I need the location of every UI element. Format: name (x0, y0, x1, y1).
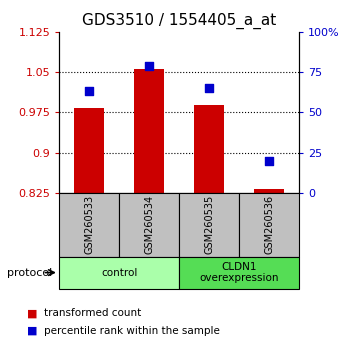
Text: percentile rank within the sample: percentile rank within the sample (44, 326, 220, 336)
Text: GSM260534: GSM260534 (144, 195, 154, 255)
Text: control: control (101, 268, 138, 278)
Bar (180, 257, 299, 289)
Text: GSM260535: GSM260535 (204, 195, 214, 255)
Bar (74, 108, 104, 193)
Bar (194, 105, 224, 193)
Bar (119, 193, 180, 257)
Bar (134, 69, 164, 193)
Bar (180, 193, 239, 257)
Text: transformed count: transformed count (44, 308, 141, 318)
Point (147, 63, 152, 69)
Text: CLDN1
overexpression: CLDN1 overexpression (200, 262, 279, 284)
Bar (59, 193, 119, 257)
Title: GDS3510 / 1554405_a_at: GDS3510 / 1554405_a_at (82, 13, 276, 29)
Text: GSM260536: GSM260536 (264, 195, 274, 255)
Bar (59, 257, 180, 289)
Text: GSM260533: GSM260533 (84, 195, 95, 255)
Bar (239, 193, 299, 257)
Point (87, 88, 92, 94)
Point (267, 158, 272, 164)
Text: ■: ■ (27, 308, 38, 318)
Text: ■: ■ (27, 326, 38, 336)
Point (207, 85, 212, 91)
Bar (254, 189, 284, 193)
Text: protocol: protocol (7, 268, 52, 278)
